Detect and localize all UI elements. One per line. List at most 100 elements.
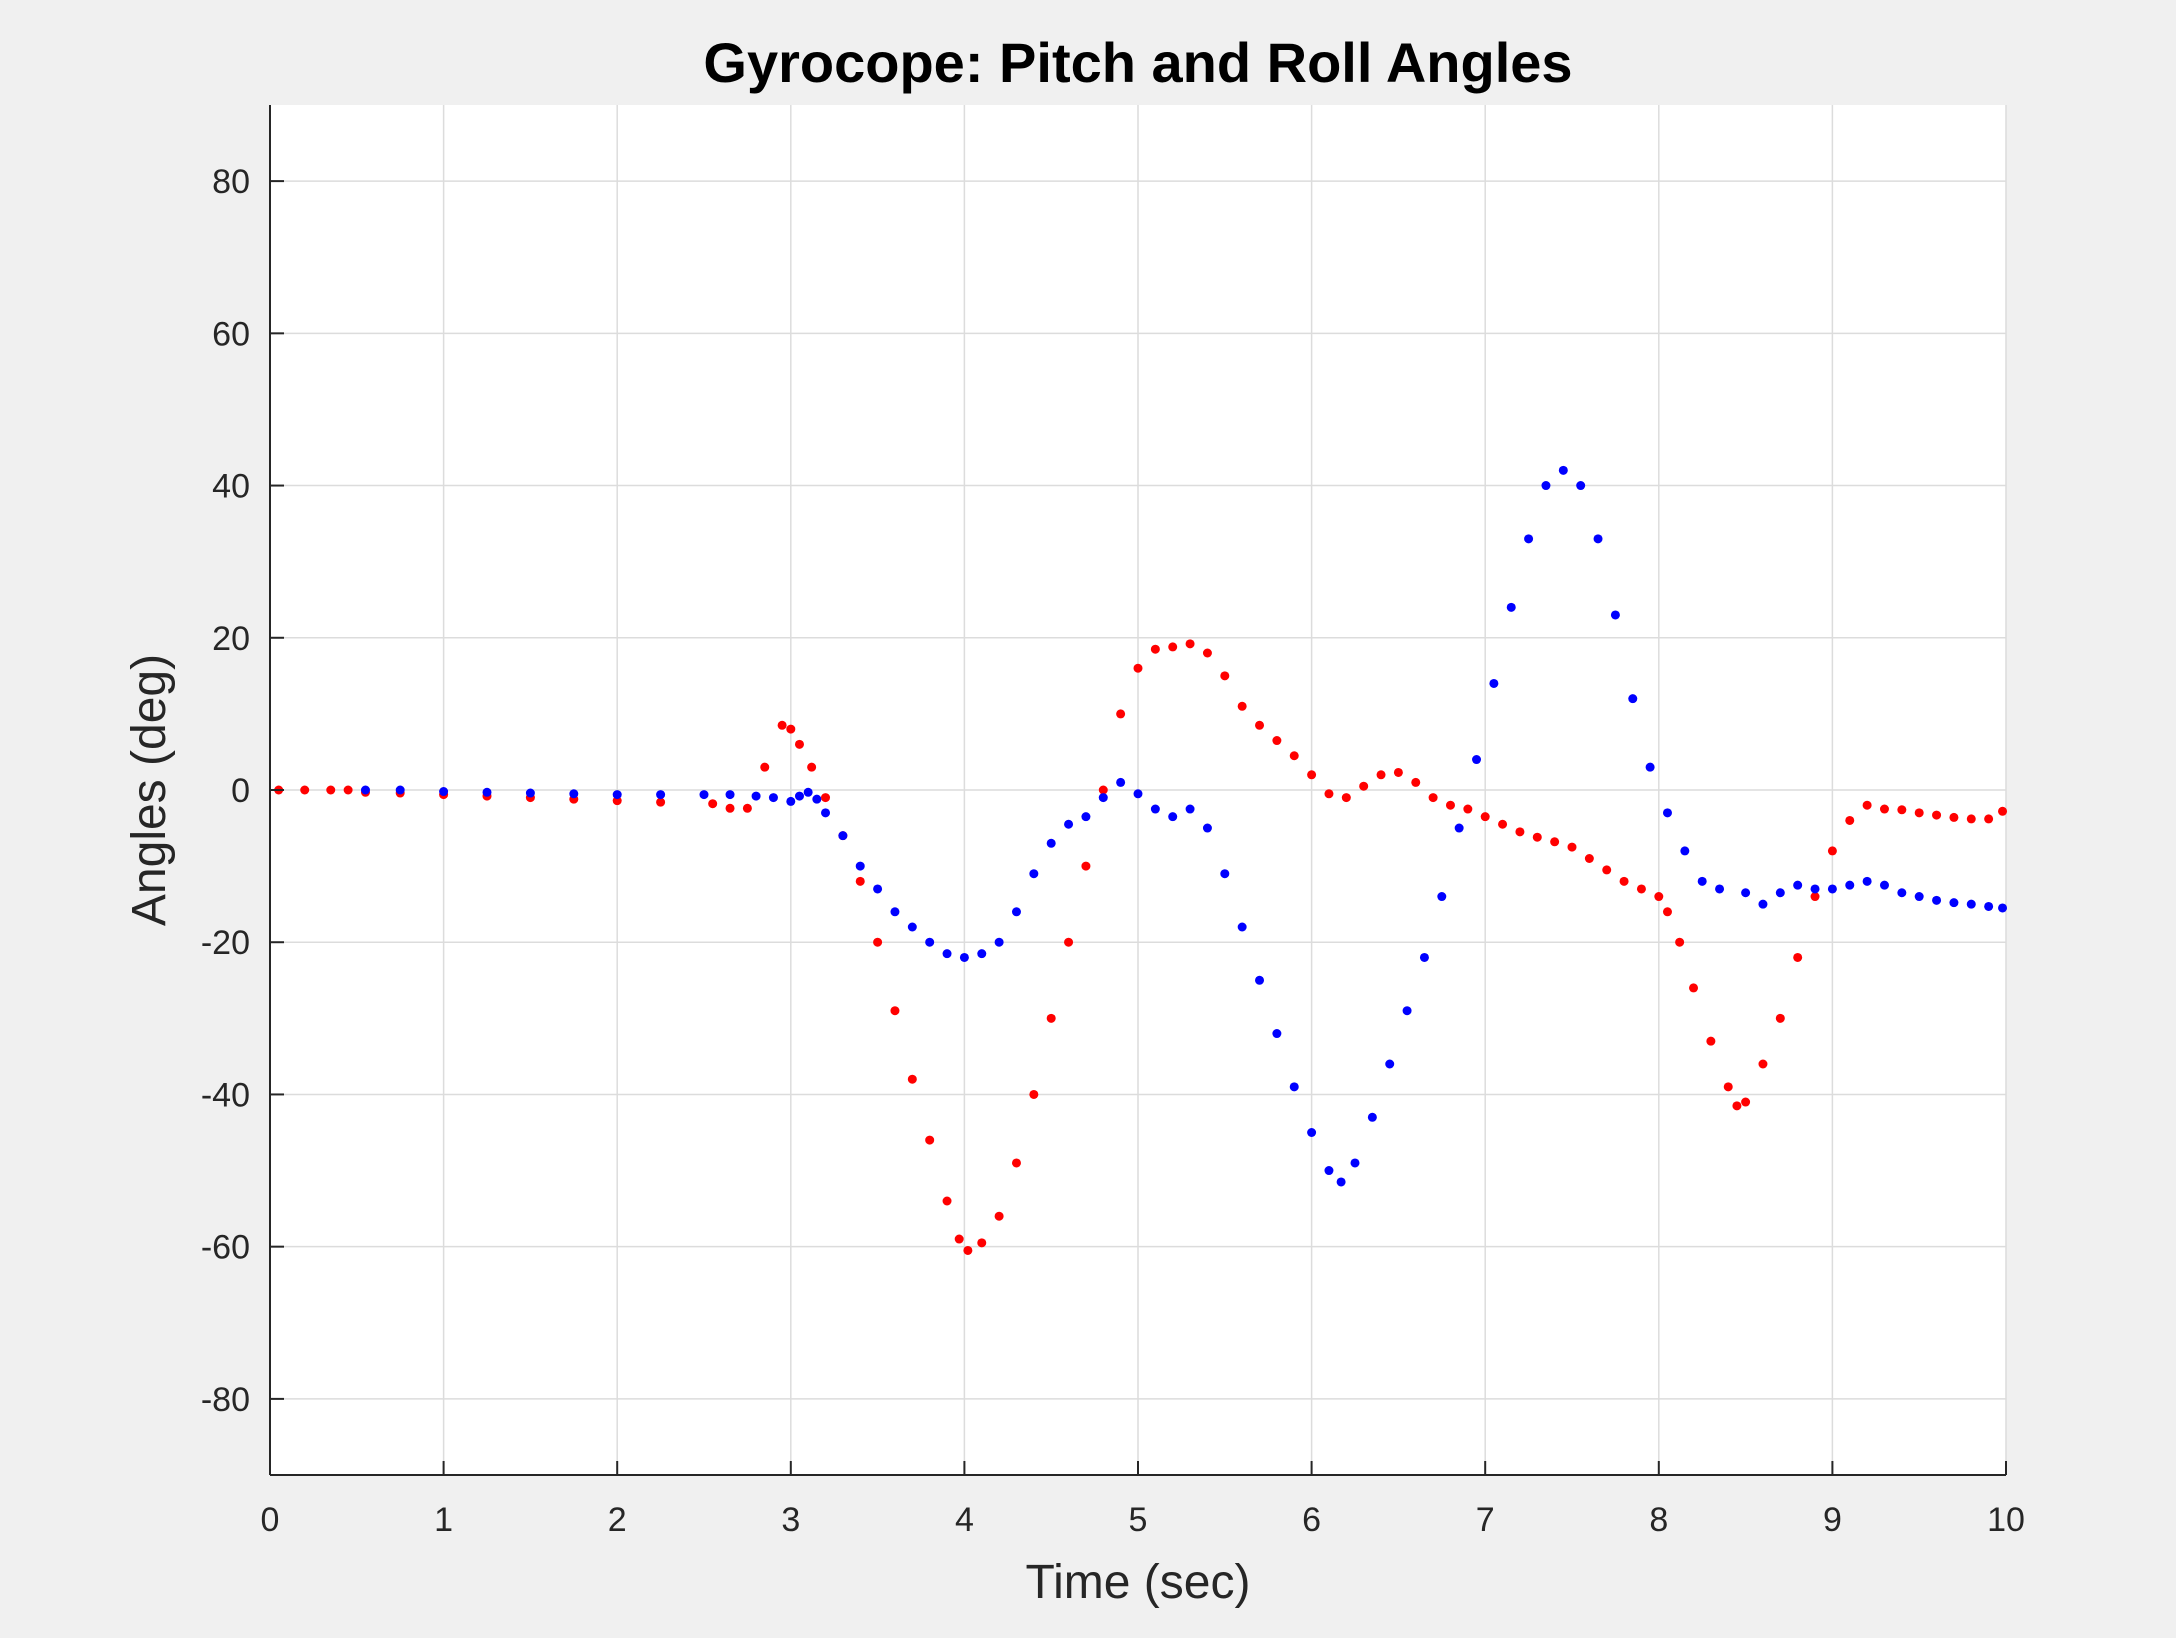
data-point <box>1862 876 1872 886</box>
data-point <box>742 803 752 813</box>
data-point <box>1914 892 1924 902</box>
data-point <box>1550 837 1560 847</box>
data-point <box>1081 812 1091 822</box>
data-point <box>786 724 796 734</box>
data-point <box>1489 678 1499 688</box>
x-tick-label: 10 <box>1987 1501 2025 1539</box>
x-tick-label: 8 <box>1649 1501 1668 1539</box>
data-point <box>1220 869 1230 879</box>
data-point <box>395 785 405 795</box>
data-point <box>977 1238 987 1248</box>
data-point <box>1706 1036 1716 1046</box>
data-point <box>1046 838 1056 848</box>
x-tick-label: 7 <box>1476 1501 1495 1539</box>
data-point <box>1150 644 1160 654</box>
data-point <box>1011 907 1021 917</box>
x-tick-label: 2 <box>608 1501 627 1539</box>
data-point <box>1029 1089 1039 1099</box>
data-point <box>439 787 449 797</box>
data-point <box>612 790 622 800</box>
data-point <box>803 787 813 797</box>
data-point <box>1662 907 1672 917</box>
data-point <box>807 762 817 772</box>
tick-labels: 0 1 2 3 4 5 6 7 8 9 10 -80 -60 -40 -20 0 20 40 60 80 <box>201 163 2025 1539</box>
data-point <box>1645 762 1655 772</box>
grid <box>269 105 2007 1475</box>
data-point <box>1723 1082 1733 1092</box>
data-point <box>1558 465 1568 475</box>
data-point <box>1289 751 1299 761</box>
data-point <box>1463 804 1473 814</box>
data-point <box>1675 937 1685 947</box>
y-tick-label: -40 <box>201 1076 250 1114</box>
data-point <box>1593 534 1603 544</box>
data-point <box>1932 895 1942 905</box>
data-point <box>1532 832 1542 842</box>
data-point <box>1984 814 1994 824</box>
data-point <box>725 803 735 813</box>
data-point <box>1845 880 1855 890</box>
data-point <box>838 831 848 841</box>
data-point <box>1541 481 1551 491</box>
data-point <box>994 1211 1004 1221</box>
data-point <box>1336 1177 1346 1187</box>
x-tick-label: 9 <box>1823 1501 1842 1539</box>
data-point <box>1515 827 1525 837</box>
data-point <box>1393 767 1403 777</box>
x-tick-label: 5 <box>1129 1501 1148 1539</box>
y-tick-label: 20 <box>212 620 250 658</box>
data-point <box>1185 804 1195 814</box>
data-point <box>1498 819 1508 829</box>
data-point <box>1662 808 1672 818</box>
data-point <box>1680 846 1690 856</box>
data-point <box>1732 1101 1742 1111</box>
data-point <box>525 788 535 798</box>
data-point <box>907 1074 917 1084</box>
data-point <box>925 937 935 947</box>
y-tick-label: -60 <box>201 1229 250 1267</box>
data-point <box>1116 777 1126 787</box>
data-point <box>1133 789 1143 799</box>
data-point <box>873 884 883 894</box>
data-point <box>1879 880 1889 890</box>
data-point <box>1966 899 1976 909</box>
data-point <box>1506 602 1516 612</box>
data-point <box>1046 1013 1056 1023</box>
data-point <box>1237 922 1247 932</box>
data-point <box>794 791 804 801</box>
data-point <box>1689 983 1699 993</box>
data-point <box>855 861 865 871</box>
data-point <box>1237 701 1247 711</box>
data-point <box>1445 800 1455 810</box>
data-point <box>786 796 796 806</box>
data-point <box>1862 800 1872 810</box>
x-tick-label: 0 <box>261 1501 280 1539</box>
data-point <box>1367 1112 1377 1122</box>
x-axis-label: Time (sec) <box>1026 1556 1251 1609</box>
data-point <box>1350 1158 1360 1168</box>
data-point <box>1775 1013 1785 1023</box>
data-point <box>1879 804 1889 814</box>
x-tick-label: 4 <box>955 1501 974 1539</box>
x-tick-label: 3 <box>781 1501 800 1539</box>
data-point <box>1619 876 1629 886</box>
data-point <box>1272 736 1282 746</box>
data-point <box>1472 755 1482 765</box>
data-point <box>855 876 865 886</box>
data-point <box>959 952 969 962</box>
data-point <box>1307 770 1317 780</box>
data-point <box>708 799 718 809</box>
data-point <box>1897 805 1907 815</box>
data-point <box>1741 888 1751 898</box>
data-point <box>1628 694 1638 704</box>
data-point <box>360 785 370 795</box>
data-point <box>1602 865 1612 875</box>
data-point <box>768 793 778 803</box>
data-point <box>1428 793 1438 803</box>
data-point <box>482 787 492 797</box>
data-point <box>1775 888 1785 898</box>
data-point <box>569 789 579 799</box>
data-point <box>1307 1128 1317 1137</box>
data-point <box>1081 861 1091 871</box>
data-point <box>1411 777 1421 787</box>
